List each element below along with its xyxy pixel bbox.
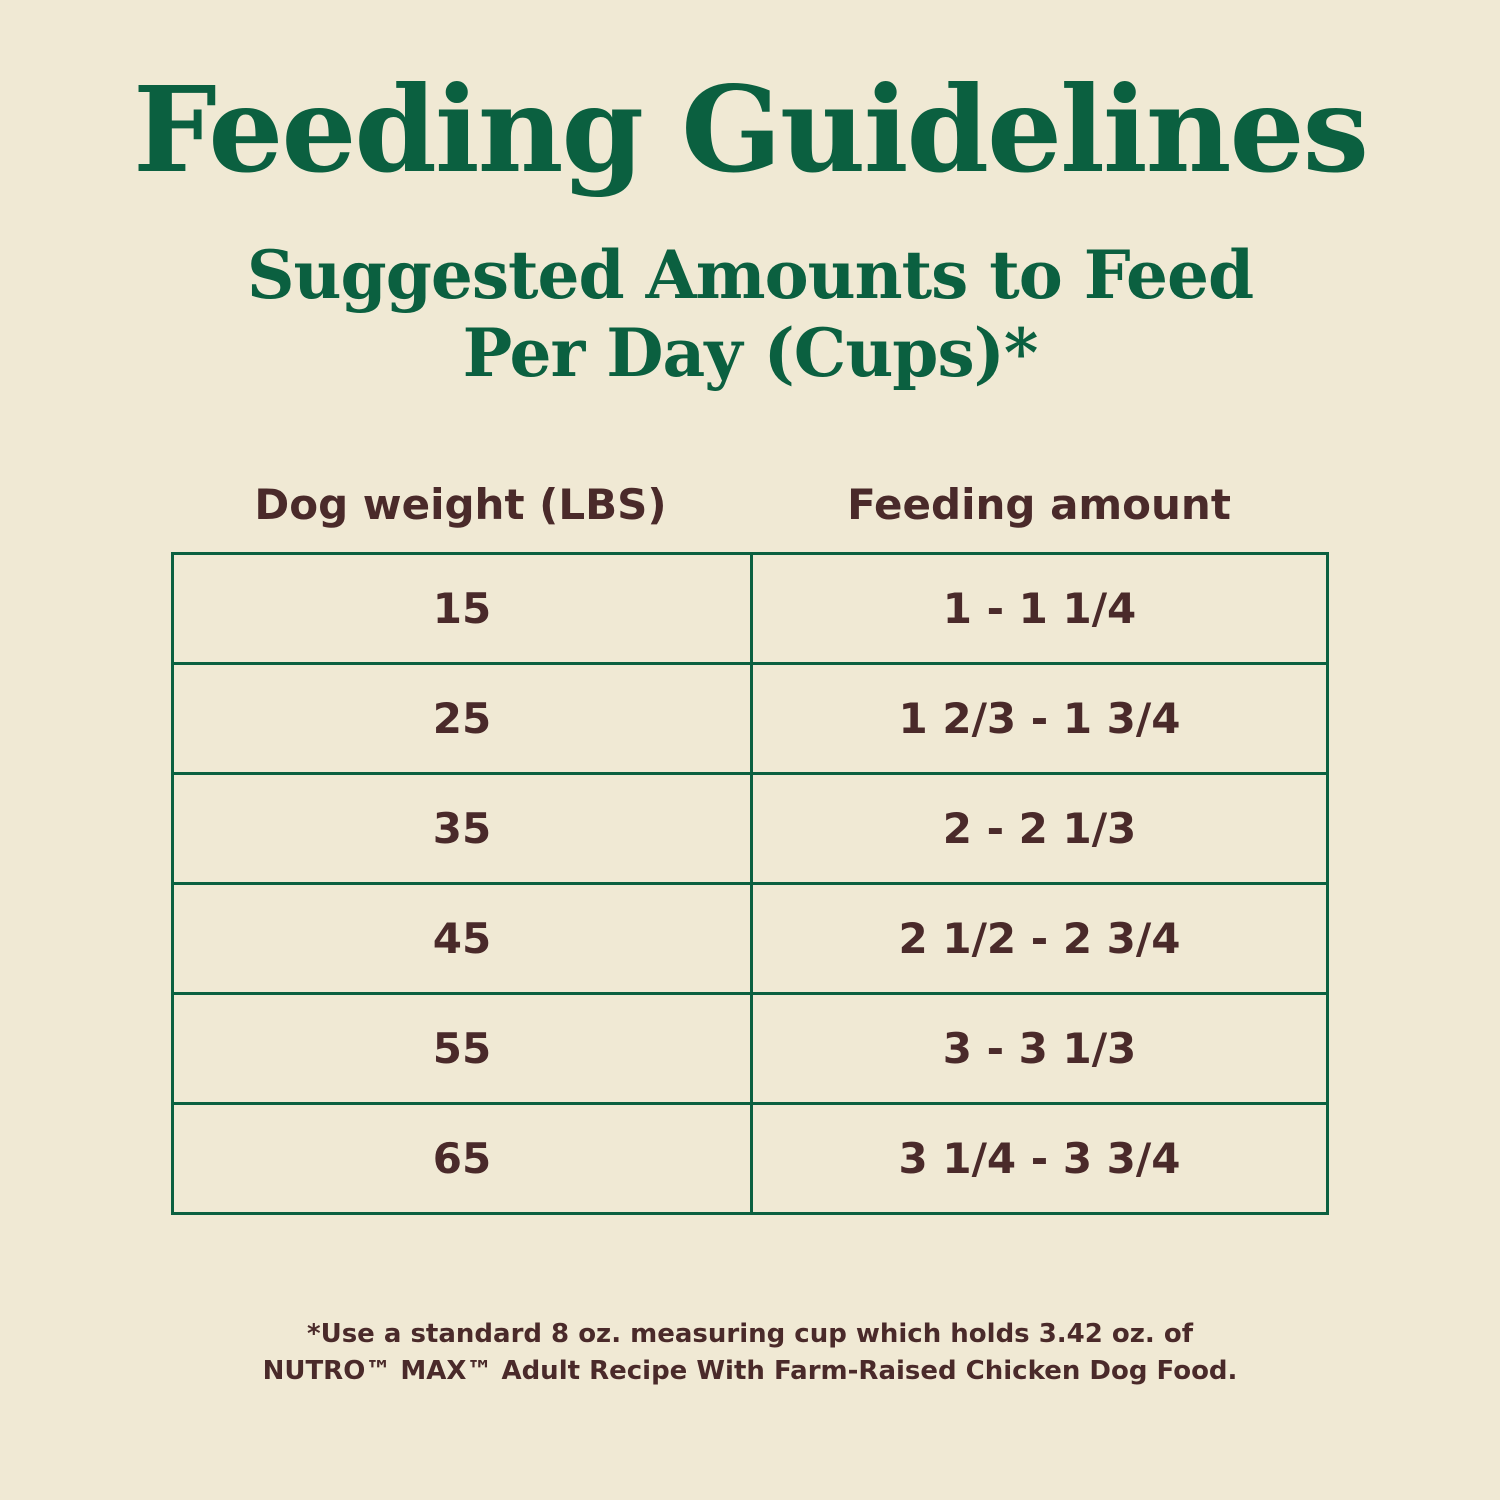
- weight-cell: 25: [171, 662, 753, 775]
- table-row: 65 3 1/4 - 3 3/4: [171, 1102, 1329, 1215]
- amount-cell: 2 - 2 1/3: [750, 772, 1329, 885]
- header-feeding-amount: Feeding amount: [847, 480, 1231, 529]
- header-dog-weight: Dog weight (LBS): [254, 480, 667, 529]
- table-row: 35 2 - 2 1/3: [171, 772, 1329, 885]
- subtitle-line-1: Suggested Amounts to Feed: [246, 236, 1254, 314]
- page-title: Feeding Guidelines: [132, 60, 1369, 199]
- subtitle-line-2: Per Day (Cups)*: [462, 314, 1039, 392]
- table-row: 45 2 1/2 - 2 3/4: [171, 882, 1329, 995]
- weight-cell: 15: [171, 552, 753, 665]
- table-row: 15 1 - 1 1/4: [171, 552, 1329, 665]
- table-row: 55 3 - 3 1/3: [171, 992, 1329, 1105]
- subtitle: Suggested Amounts to Feed Per Day (Cups)…: [0, 236, 1500, 392]
- amount-cell: 3 1/4 - 3 3/4: [750, 1102, 1329, 1215]
- weight-cell: 65: [171, 1102, 753, 1215]
- weight-cell: 45: [171, 882, 753, 995]
- amount-cell: 1 - 1 1/4: [750, 552, 1329, 665]
- table-row: 25 1 2/3 - 1 3/4: [171, 662, 1329, 775]
- amount-cell: 3 - 3 1/3: [750, 992, 1329, 1105]
- amount-cell: 2 1/2 - 2 3/4: [750, 882, 1329, 995]
- weight-cell: 35: [171, 772, 753, 885]
- footnote: *Use a standard 8 oz. measuring cup whic…: [0, 1316, 1500, 1390]
- footnote-line-2: NUTRO™ MAX™ Adult Recipe With Farm-Raise…: [262, 1356, 1238, 1386]
- weight-cell: 55: [171, 992, 753, 1105]
- footnote-line-1: *Use a standard 8 oz. measuring cup whic…: [306, 1319, 1194, 1349]
- feeding-table: 15 1 - 1 1/4 25 1 2/3 - 1 3/4 35 2 - 2 1/3 …: [171, 552, 1329, 1215]
- amount-cell: 1 2/3 - 1 3/4: [750, 662, 1329, 775]
